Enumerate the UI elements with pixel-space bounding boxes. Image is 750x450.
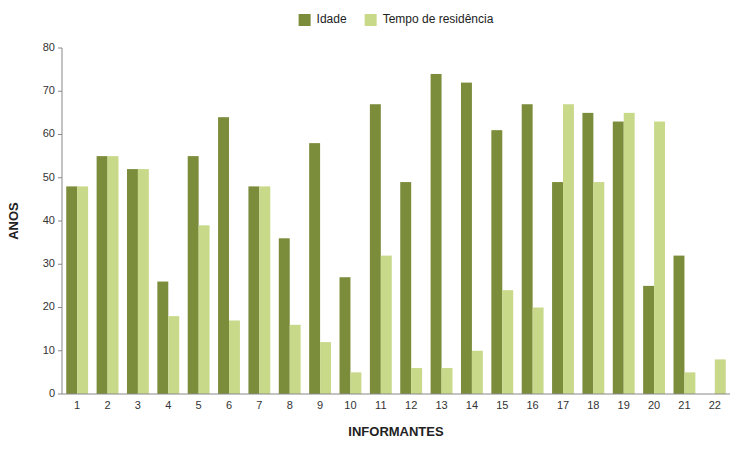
bar xyxy=(674,256,685,394)
bar xyxy=(593,182,604,394)
x-tick-label: 12 xyxy=(405,399,417,411)
y-tick xyxy=(58,91,62,92)
bar xyxy=(370,104,381,394)
page: {"chart_data": {"type": "bar", "xlabel":… xyxy=(0,0,750,450)
x-tick-label: 17 xyxy=(557,399,569,411)
bar xyxy=(502,290,513,394)
y-tick-label: 50 xyxy=(43,171,55,183)
x-tick-label: 8 xyxy=(287,399,293,411)
y-tick-label: 70 xyxy=(43,84,55,96)
bar xyxy=(97,156,108,394)
bar xyxy=(563,104,574,394)
bar xyxy=(157,282,168,394)
y-tick xyxy=(58,350,62,351)
bar xyxy=(624,113,635,394)
y-tick xyxy=(58,134,62,135)
bar xyxy=(533,308,544,395)
x-tick-label: 10 xyxy=(344,399,356,411)
bar xyxy=(431,74,442,394)
y-axis-label: ANOS xyxy=(6,202,21,240)
x-tick-label: 13 xyxy=(435,399,447,411)
x-tick-label: 20 xyxy=(648,399,660,411)
y-tick-label: 10 xyxy=(43,344,55,356)
bar xyxy=(279,238,290,394)
bar xyxy=(613,122,624,394)
bar xyxy=(290,325,301,394)
x-tick-label: 1 xyxy=(74,399,80,411)
legend-label: Tempo de residência xyxy=(383,12,494,26)
y-tick xyxy=(58,177,62,178)
x-tick-label: 6 xyxy=(226,399,232,411)
bar xyxy=(259,186,270,394)
y-tick xyxy=(58,264,62,265)
bar xyxy=(66,186,77,394)
bar xyxy=(320,342,331,394)
bar xyxy=(684,372,695,394)
bar xyxy=(442,368,453,394)
bar xyxy=(340,277,351,394)
legend-swatch xyxy=(365,14,377,26)
bar xyxy=(77,186,88,394)
y-tick-label: 40 xyxy=(43,214,55,226)
bar xyxy=(411,368,422,394)
bar xyxy=(229,320,240,394)
bars xyxy=(66,74,725,394)
legend-label: Idade xyxy=(317,12,347,26)
bar xyxy=(248,186,259,394)
x-tick-label: 9 xyxy=(317,399,323,411)
bar xyxy=(643,286,654,394)
y-tick xyxy=(58,307,62,308)
chart-container: 0102030405060708012345678910111213141516… xyxy=(0,0,750,450)
bar xyxy=(127,169,138,394)
bar xyxy=(199,225,210,394)
legend-swatch xyxy=(299,14,311,26)
bar xyxy=(472,351,483,394)
x-tick-label: 21 xyxy=(678,399,690,411)
x-tick-label: 11 xyxy=(375,399,386,411)
bar xyxy=(582,113,593,394)
bar xyxy=(350,372,361,394)
x-tick-label: 5 xyxy=(196,399,202,411)
bar xyxy=(715,359,726,394)
x-tick-label: 22 xyxy=(709,399,721,411)
bar xyxy=(309,143,320,394)
y-tick-label: 80 xyxy=(43,41,55,53)
y-tick-label: 20 xyxy=(43,300,55,312)
bar xyxy=(654,122,665,394)
y-tick xyxy=(58,221,62,222)
bar xyxy=(491,130,502,394)
chart: 0102030405060708012345678910111213141516… xyxy=(0,0,750,450)
x-axis-label: INFORMANTES xyxy=(348,424,444,439)
bar xyxy=(188,156,199,394)
bar xyxy=(168,316,179,394)
y-tick xyxy=(58,394,62,395)
y-tick-label: 0 xyxy=(49,387,55,399)
bar xyxy=(400,182,411,394)
x-axis-line xyxy=(62,394,730,395)
bar xyxy=(138,169,149,394)
x-tick-label: 3 xyxy=(135,399,141,411)
x-tick-label: 15 xyxy=(496,399,508,411)
x-tick-label: 2 xyxy=(104,399,110,411)
bar xyxy=(218,117,229,394)
x-tick-label: 18 xyxy=(587,399,599,411)
x-tick-label: 4 xyxy=(165,399,171,411)
y-tick-label: 60 xyxy=(43,127,55,139)
bar xyxy=(552,182,563,394)
x-tick-label: 19 xyxy=(618,399,630,411)
y-tick xyxy=(58,48,62,49)
x-tick-label: 16 xyxy=(527,399,539,411)
x-tick-label: 14 xyxy=(466,399,478,411)
bar xyxy=(381,256,392,394)
bar xyxy=(522,104,533,394)
legend: Idade Tempo de residência xyxy=(299,12,494,26)
x-tick-label: 7 xyxy=(256,399,262,411)
bar xyxy=(108,156,119,394)
y-tick-label: 30 xyxy=(43,257,55,269)
bar xyxy=(461,83,472,394)
